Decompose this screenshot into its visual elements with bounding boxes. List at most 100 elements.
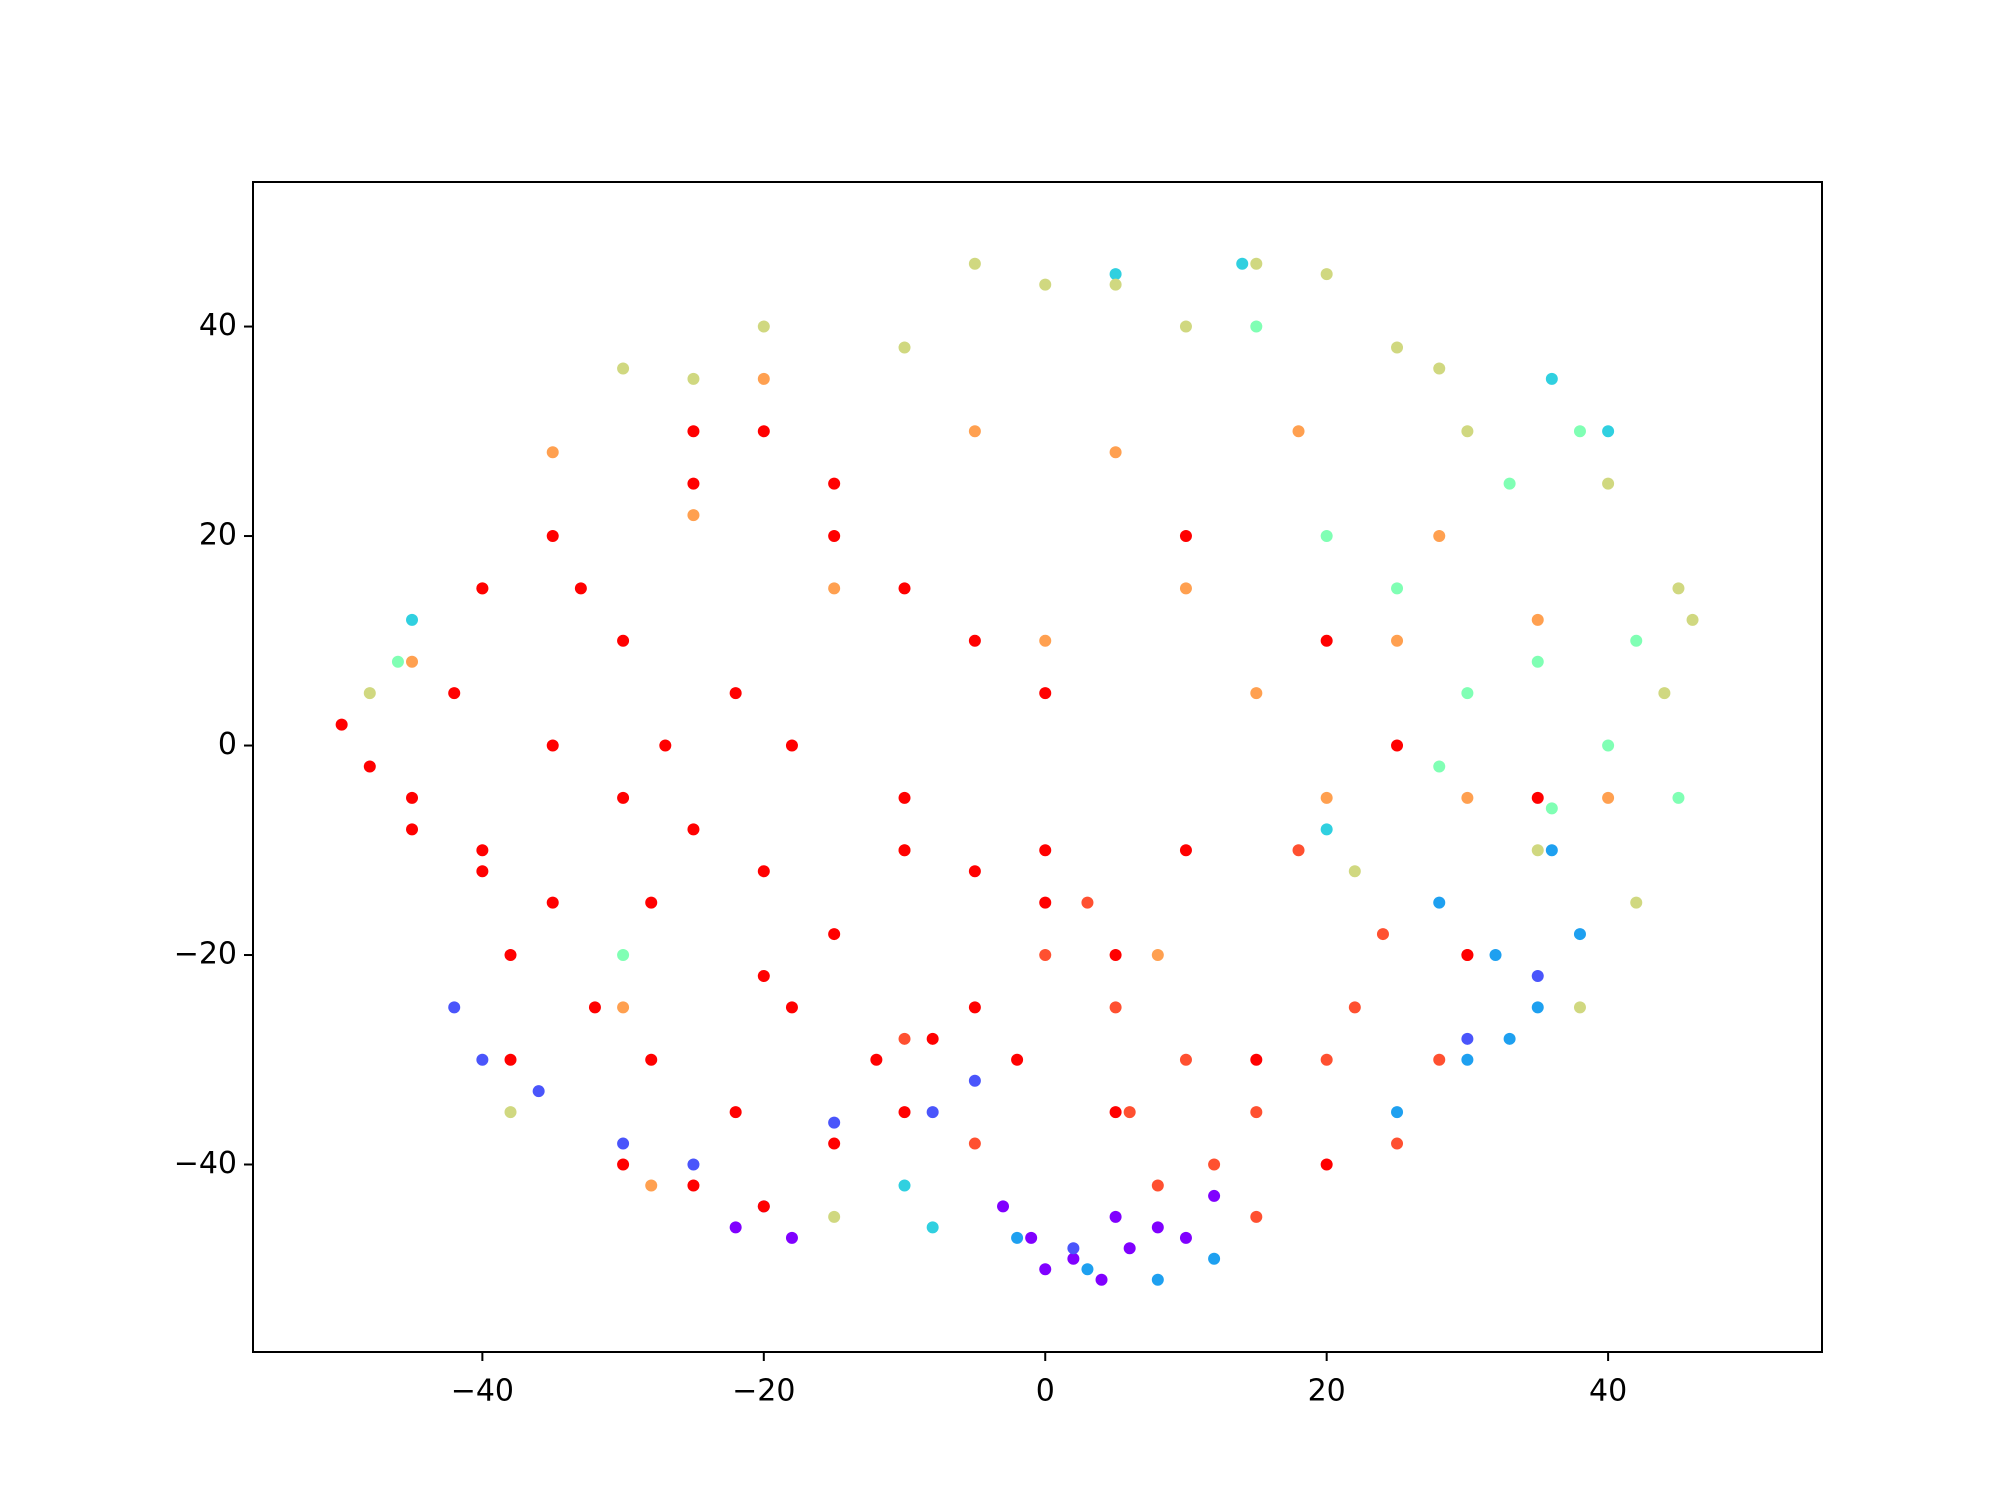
point bbox=[1109, 268, 1122, 281]
point bbox=[757, 865, 770, 878]
point bbox=[1179, 582, 1192, 595]
point bbox=[1433, 530, 1446, 543]
point bbox=[1236, 257, 1249, 270]
point bbox=[1503, 1032, 1516, 1045]
point bbox=[1039, 896, 1052, 909]
point bbox=[617, 1158, 630, 1171]
point bbox=[617, 362, 630, 375]
x-tick-label: 40 bbox=[1589, 1374, 1627, 1409]
point bbox=[1320, 823, 1333, 836]
point bbox=[1573, 425, 1586, 438]
point bbox=[926, 1032, 939, 1045]
x-tick-label: 0 bbox=[1036, 1374, 1055, 1409]
point bbox=[1630, 634, 1643, 647]
point bbox=[617, 949, 630, 962]
point bbox=[898, 791, 911, 804]
point bbox=[968, 634, 981, 647]
point bbox=[617, 1137, 630, 1150]
point bbox=[968, 1074, 981, 1087]
point bbox=[476, 865, 489, 878]
point bbox=[1109, 1210, 1122, 1223]
point bbox=[1109, 1001, 1122, 1014]
point bbox=[1250, 1210, 1263, 1223]
point bbox=[1461, 791, 1474, 804]
point bbox=[968, 1001, 981, 1014]
point bbox=[898, 582, 911, 595]
point bbox=[968, 257, 981, 270]
point bbox=[546, 739, 559, 752]
point bbox=[1123, 1242, 1136, 1255]
point bbox=[1391, 634, 1404, 647]
point bbox=[926, 1106, 939, 1119]
point bbox=[1109, 949, 1122, 962]
point bbox=[1011, 1053, 1024, 1066]
point bbox=[476, 582, 489, 595]
point bbox=[1461, 687, 1474, 700]
point bbox=[1039, 687, 1052, 700]
point bbox=[1391, 582, 1404, 595]
point bbox=[1433, 1053, 1446, 1066]
point bbox=[1630, 896, 1643, 909]
point bbox=[1658, 687, 1671, 700]
point bbox=[1602, 739, 1615, 752]
point bbox=[546, 530, 559, 543]
y-tick-label: 20 bbox=[199, 518, 237, 553]
point bbox=[504, 1053, 517, 1066]
point bbox=[1081, 896, 1094, 909]
point bbox=[898, 1032, 911, 1045]
point bbox=[729, 1221, 742, 1234]
point bbox=[1461, 949, 1474, 962]
plot-area bbox=[335, 257, 1699, 1286]
point bbox=[1686, 613, 1699, 626]
point bbox=[898, 1179, 911, 1192]
point bbox=[476, 844, 489, 857]
point bbox=[757, 372, 770, 385]
point bbox=[504, 1106, 517, 1119]
point bbox=[1320, 1158, 1333, 1171]
point bbox=[687, 1179, 700, 1192]
point bbox=[1039, 844, 1052, 857]
point bbox=[828, 477, 841, 490]
point bbox=[1602, 477, 1615, 490]
point bbox=[1531, 791, 1544, 804]
point bbox=[1250, 687, 1263, 700]
point bbox=[729, 1106, 742, 1119]
point bbox=[1109, 1106, 1122, 1119]
point bbox=[968, 1137, 981, 1150]
point bbox=[870, 1053, 883, 1066]
point bbox=[968, 865, 981, 878]
point bbox=[687, 372, 700, 385]
point bbox=[1545, 844, 1558, 857]
point bbox=[1461, 1053, 1474, 1066]
point bbox=[1011, 1231, 1024, 1244]
point bbox=[1433, 896, 1446, 909]
point bbox=[574, 582, 587, 595]
point bbox=[1531, 844, 1544, 857]
point bbox=[687, 477, 700, 490]
point bbox=[1531, 969, 1544, 982]
point bbox=[968, 425, 981, 438]
point bbox=[1391, 341, 1404, 354]
point bbox=[406, 791, 419, 804]
point bbox=[1208, 1158, 1221, 1171]
point bbox=[1179, 1231, 1192, 1244]
point bbox=[1179, 1053, 1192, 1066]
point bbox=[1039, 1263, 1052, 1276]
point bbox=[1151, 1221, 1164, 1234]
point bbox=[785, 1231, 798, 1244]
point bbox=[645, 1053, 658, 1066]
point bbox=[785, 739, 798, 752]
point bbox=[1391, 739, 1404, 752]
point bbox=[926, 1221, 939, 1234]
point bbox=[1081, 1263, 1094, 1276]
point bbox=[828, 530, 841, 543]
point bbox=[1179, 530, 1192, 543]
point bbox=[617, 791, 630, 804]
point bbox=[1391, 1137, 1404, 1150]
point bbox=[448, 1001, 461, 1014]
point bbox=[1461, 1032, 1474, 1045]
point bbox=[448, 687, 461, 700]
point bbox=[476, 1053, 489, 1066]
point bbox=[1123, 1106, 1136, 1119]
